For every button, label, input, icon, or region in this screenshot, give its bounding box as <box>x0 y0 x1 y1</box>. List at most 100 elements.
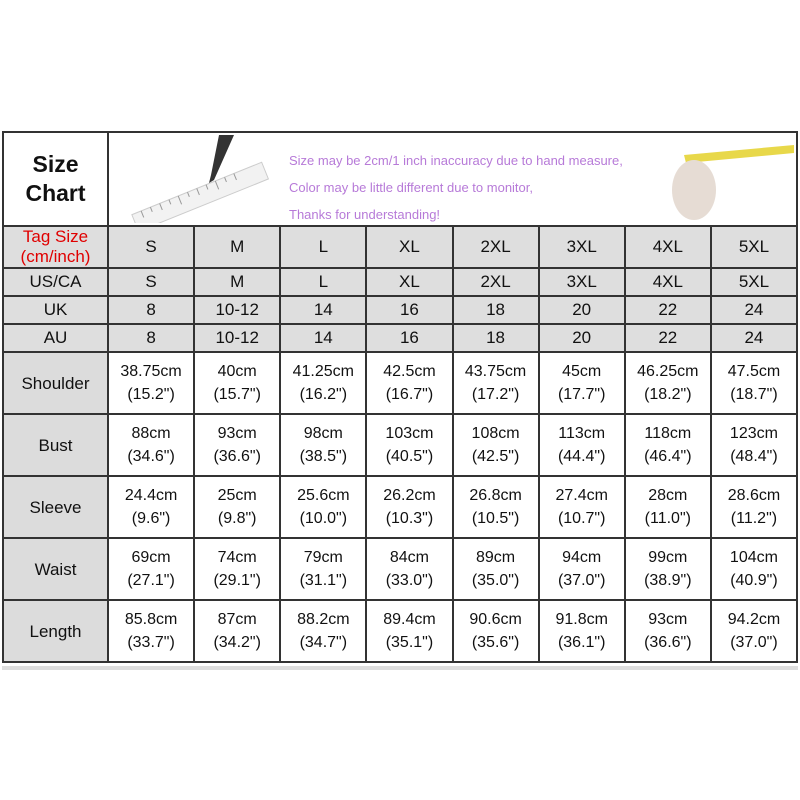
tag-size-label-line2: (cm/inch) <box>20 247 91 266</box>
inch-value: (37.0") <box>557 572 606 589</box>
cm-value: 26.2cm <box>383 487 436 504</box>
inch-value: (27.1") <box>127 572 175 589</box>
size-cell: 24 <box>709 295 799 325</box>
measurement-cell: 25.6cm (10.0") <box>279 475 368 539</box>
inch-value: (9.6") <box>131 510 171 527</box>
measurement-label: Bust <box>2 413 109 477</box>
cm-value: 98cm <box>303 425 343 442</box>
ruler-pencil-icon <box>131 135 269 223</box>
cm-value: 24.4cm <box>124 487 178 504</box>
cm-value: 94cm <box>562 549 602 566</box>
inch-value: (38.5") <box>299 448 348 465</box>
size-cell: S <box>106 267 196 297</box>
measurement-cell: 93cm (36.6") <box>623 599 712 663</box>
measurement-cell: 88.2cm (34.7") <box>279 599 368 663</box>
tag-size-label: Tag Size (cm/inch) <box>2 225 109 269</box>
size-cell: 16 <box>365 323 454 353</box>
inch-value: (15.7") <box>213 386 261 403</box>
bottom-strip <box>2 666 798 670</box>
size-cell: 18 <box>451 295 540 325</box>
cm-value: 93cm <box>648 611 688 628</box>
cm-value: 25.6cm <box>297 487 350 504</box>
size-cell: 10-12 <box>193 323 282 353</box>
measurement-cell: 28cm (11.0") <box>623 475 712 539</box>
tag-size-cell: M <box>193 225 282 269</box>
inch-value: (10.7") <box>557 510 606 527</box>
measurement-cell: 113cm (44.4") <box>537 413 626 477</box>
cm-value: 90.6cm <box>469 611 522 628</box>
cm-value: 27.4cm <box>555 487 608 504</box>
measurement-cell: 89.4cm (35.1") <box>365 599 454 663</box>
size-cell: 22 <box>623 323 712 353</box>
note-1: Size may be 2cm/1 inch inaccuracy due to… <box>289 153 623 168</box>
size-cell: 20 <box>537 323 626 353</box>
inch-value: (17.2") <box>471 386 520 403</box>
inch-value: (48.4") <box>730 448 778 465</box>
measurement-cell: 24.4cm (9.6") <box>106 475 196 539</box>
measurement-cell: 123cm (48.4") <box>709 413 799 477</box>
measurement-label: Length <box>2 599 109 663</box>
measurement-cell: 42.5cm (16.7") <box>365 351 454 415</box>
inch-value: (35.6") <box>471 634 520 651</box>
size-cell: 24 <box>709 323 799 353</box>
size-row: AU 8 10-12 14 16 18 20 22 24 <box>2 323 799 353</box>
measurement-cell: 26.8cm (10.5") <box>451 475 540 539</box>
measurement-cell: 108cm (42.5") <box>451 413 540 477</box>
title-line-2: Chart <box>25 180 86 206</box>
size-cell: 3XL <box>537 267 626 297</box>
measurement-cell: 41.25cm (16.2") <box>279 351 368 415</box>
cm-value: 41.25cm <box>292 363 354 380</box>
cm-value: 103cm <box>385 425 434 442</box>
measurement-cell: 90.6cm (35.6") <box>451 599 540 663</box>
cm-value: 42.5cm <box>383 363 436 380</box>
inch-value: (9.8") <box>217 510 257 527</box>
cm-value: 123cm <box>729 425 778 442</box>
cm-value: 46.25cm <box>637 363 699 380</box>
cm-value: 113cm <box>558 425 606 442</box>
size-cell: 10-12 <box>193 295 282 325</box>
size-row-label: AU <box>2 323 109 353</box>
cm-value: 45cm <box>562 363 602 380</box>
measurement-row: Sleeve 24.4cm (9.6") 25cm (9.8") 25.6cm (10.0"… <box>2 475 799 539</box>
size-cell: 4XL <box>623 267 712 297</box>
inch-value: (10.0") <box>299 510 348 527</box>
size-cell: 14 <box>279 323 368 353</box>
header-row: Size Chart Size may be 2cm/1 inch inaccu… <box>2 131 798 227</box>
title-line-1: Size <box>32 151 79 177</box>
measurement-cell: 99cm (38.9") <box>623 537 712 601</box>
cm-value: 94.2cm <box>727 611 781 628</box>
inch-value: (15.2") <box>127 386 175 403</box>
hand-tape-measure-icon <box>672 145 794 220</box>
inch-value: (35.1") <box>385 634 434 651</box>
measurement-cell: 28.6cm (11.2") <box>709 475 799 539</box>
measurement-cell: 74cm (29.1") <box>193 537 282 601</box>
tag-size-row: Tag Size (cm/inch) S M L XL 2XL 3XL 4XL 5XL <box>2 225 799 269</box>
inch-value: (37.0") <box>730 634 778 651</box>
measurement-cell: 46.25cm (18.2") <box>623 351 712 415</box>
inch-value: (34.7") <box>299 634 348 651</box>
measurement-cell: 79cm (31.1") <box>279 537 368 601</box>
tag-size-cell: 2XL <box>451 225 540 269</box>
measurement-cell: 93cm (36.6") <box>193 413 282 477</box>
measurement-cell: 25cm (9.8") <box>193 475 282 539</box>
cm-value: 69cm <box>131 549 171 566</box>
inch-value: (10.5") <box>471 510 520 527</box>
inch-value: (11.0") <box>644 510 691 527</box>
size-cell: 18 <box>451 323 540 353</box>
tag-size-label-line1: Tag Size <box>22 227 89 246</box>
cm-value: 26.8cm <box>469 487 522 504</box>
note-2: Color may be little different due to mon… <box>289 180 533 195</box>
cm-value: 79cm <box>303 549 343 566</box>
size-cell: 2XL <box>451 267 540 297</box>
size-chart-title: Size Chart <box>2 131 109 227</box>
inch-value: (33.7") <box>127 634 175 651</box>
size-cell: 22 <box>623 295 712 325</box>
size-row-label: US/CA <box>2 267 109 297</box>
measurement-row: Bust 88cm (34.6") 93cm (36.6") 98cm (38.5") 103… <box>2 413 799 477</box>
measurement-cell: 98cm (38.5") <box>279 413 368 477</box>
measurement-cell: 91.8cm (36.1") <box>537 599 626 663</box>
measurement-cell: 94.2cm (37.0") <box>709 599 799 663</box>
inch-value: (18.2") <box>644 386 692 403</box>
size-cell: 8 <box>106 323 196 353</box>
size-cell: 5XL <box>709 267 799 297</box>
